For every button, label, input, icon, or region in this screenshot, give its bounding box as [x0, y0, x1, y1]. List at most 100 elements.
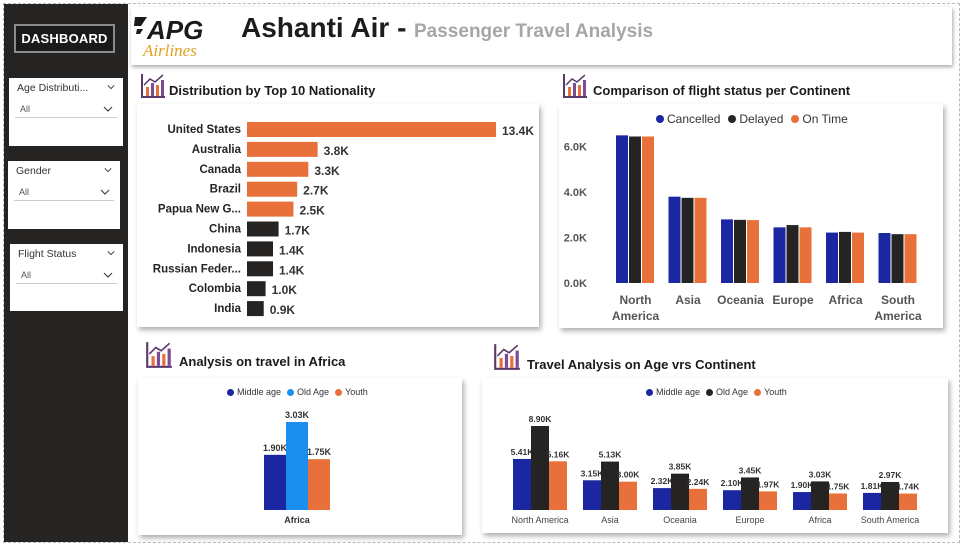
data-label: 1.81K: [861, 481, 885, 491]
dashboard-button[interactable]: DASHBOARD: [14, 24, 115, 53]
age-bar[interactable]: [829, 493, 847, 510]
status-bar[interactable]: [694, 197, 707, 283]
status-bar[interactable]: [786, 225, 799, 283]
africa-bar[interactable]: [286, 422, 308, 510]
age-bar[interactable]: [899, 493, 917, 510]
age-continent-chart-card[interactable]: Middle age Old Age Youth 5.41K 8.90K 5.16K…: [482, 378, 948, 533]
data-label: 5.13K: [599, 450, 623, 460]
legend-label: Youth: [764, 387, 787, 397]
age-bar[interactable]: [619, 481, 637, 510]
x-tick-label: North: [620, 293, 652, 307]
data-label: 2.7K: [303, 184, 329, 198]
legend-label: Youth: [345, 387, 368, 397]
legend-middle-age[interactable]: Middle age: [646, 387, 700, 397]
header-banner: APG Airlines Ashanti Air - Passenger Tra…: [131, 7, 952, 65]
nationality-bar[interactable]: [247, 201, 294, 217]
status-bar[interactable]: [826, 232, 838, 283]
age-bar[interactable]: [513, 458, 531, 510]
age-continent-legend[interactable]: Middle age Old Age Youth: [646, 387, 787, 397]
status-bar[interactable]: [891, 234, 904, 283]
africa-bar[interactable]: [264, 454, 286, 510]
africa-legend[interactable]: Middle age Old Age Youth: [227, 387, 368, 397]
status-bar[interactable]: [681, 197, 694, 283]
age-bar[interactable]: [863, 492, 881, 510]
data-label: 1.0K: [272, 283, 298, 297]
age-bar[interactable]: [723, 490, 741, 510]
continent-status-bar-chart[interactable]: 0.0K 2.0K 4.0K 6.0K North America Asia Oceania E…: [559, 104, 943, 328]
nationality-bar[interactable]: [247, 141, 318, 157]
category-label: Australia: [192, 144, 242, 156]
chevron-down-icon[interactable]: [107, 249, 115, 257]
gender-slicer[interactable]: Gender All: [8, 161, 120, 229]
age-bar[interactable]: [811, 481, 829, 510]
legend-old-age[interactable]: Old Age: [287, 387, 329, 397]
nationality-bar-chart[interactable]: United States 13.4K Australia 3.8K Canada 3.3…: [137, 104, 539, 327]
age-bar[interactable]: [793, 492, 811, 510]
nationality-bar[interactable]: [247, 122, 496, 137]
age-continent-bar-chart[interactable]: 5.41K 8.90K 5.16K North America 3.15K 5.13K 3.…: [482, 378, 948, 533]
legend-cancelled[interactable]: Cancelled: [656, 112, 720, 126]
flight-status-dropdown[interactable]: All: [16, 266, 117, 284]
chevron-down-icon[interactable]: [103, 271, 113, 279]
x-tick-label: Africa: [808, 515, 831, 525]
chevron-down-icon[interactable]: [107, 83, 115, 91]
continent-status-card-title: Comparison of flight status per Continen…: [593, 83, 851, 98]
age-bar[interactable]: [759, 491, 777, 510]
age-bar[interactable]: [583, 480, 601, 510]
chevron-down-icon[interactable]: [103, 105, 113, 113]
nationality-chart-card[interactable]: United States 13.4K Australia 3.8K Canada 3.3…: [137, 104, 539, 327]
slicer-title: Gender: [16, 165, 52, 177]
status-bar[interactable]: [904, 234, 917, 283]
age-bar[interactable]: [653, 488, 671, 510]
status-bar[interactable]: [668, 196, 681, 283]
status-bar[interactable]: [852, 232, 864, 283]
age-bar[interactable]: [741, 477, 759, 510]
nationality-bar[interactable]: [247, 241, 274, 257]
age-distribution-slicer[interactable]: Age Distributi... All: [9, 78, 123, 146]
africa-bar[interactable]: [308, 459, 330, 510]
chevron-down-icon[interactable]: [100, 188, 110, 196]
nationality-bar[interactable]: [247, 181, 298, 197]
legend-middle-age[interactable]: Middle age: [227, 387, 281, 397]
africa-chart-card[interactable]: Middle age Old Age Youth 1.90K 3.03K 1.75K…: [138, 378, 462, 535]
status-bar[interactable]: [734, 219, 746, 283]
legend-delayed[interactable]: Delayed: [728, 112, 783, 126]
slicer-title: Age Distributi...: [17, 82, 89, 94]
data-label: 1.90K: [263, 443, 288, 453]
age-bar[interactable]: [689, 488, 707, 510]
age-bar[interactable]: [671, 473, 689, 510]
status-bar[interactable]: [839, 231, 851, 283]
nationality-bar[interactable]: [247, 221, 279, 237]
status-bar[interactable]: [616, 135, 628, 283]
nationality-bar[interactable]: [247, 161, 309, 177]
status-bar[interactable]: [773, 227, 786, 283]
legend-old-age[interactable]: Old Age: [706, 387, 748, 397]
data-label: 1.90K: [791, 480, 815, 490]
legend-label: Middle age: [656, 387, 701, 397]
age-bar[interactable]: [531, 426, 549, 510]
status-bar[interactable]: [747, 220, 759, 283]
status-bar[interactable]: [799, 227, 812, 283]
continent-status-chart-card[interactable]: Cancelled Delayed On Time 0.0K 2.0K 4.0K 6.…: [559, 104, 943, 328]
status-bar[interactable]: [629, 136, 641, 283]
nationality-bar[interactable]: [247, 301, 264, 317]
age-distribution-dropdown[interactable]: All: [15, 100, 117, 118]
category-label: Colombia: [189, 283, 242, 295]
status-bar[interactable]: [878, 233, 891, 283]
age-bar[interactable]: [881, 481, 899, 510]
legend-on-time[interactable]: On Time: [791, 112, 848, 126]
legend-youth[interactable]: Youth: [754, 387, 787, 397]
legend-youth[interactable]: Youth: [335, 387, 368, 397]
nationality-bar[interactable]: [247, 261, 274, 277]
age-bar[interactable]: [549, 461, 567, 510]
nationality-bar[interactable]: [247, 281, 266, 297]
status-bar[interactable]: [642, 136, 654, 283]
flight-status-slicer[interactable]: Flight Status All: [10, 244, 123, 311]
status-bar[interactable]: [721, 219, 733, 283]
africa-bar-chart[interactable]: 1.90K 3.03K 1.75K Africa: [138, 378, 462, 535]
page-subtitle: Passenger Travel Analysis: [414, 21, 654, 42]
age-bar[interactable]: [601, 461, 619, 510]
continent-status-legend[interactable]: Cancelled Delayed On Time: [656, 112, 848, 126]
chevron-down-icon[interactable]: [104, 166, 112, 174]
gender-dropdown[interactable]: All: [14, 183, 114, 201]
